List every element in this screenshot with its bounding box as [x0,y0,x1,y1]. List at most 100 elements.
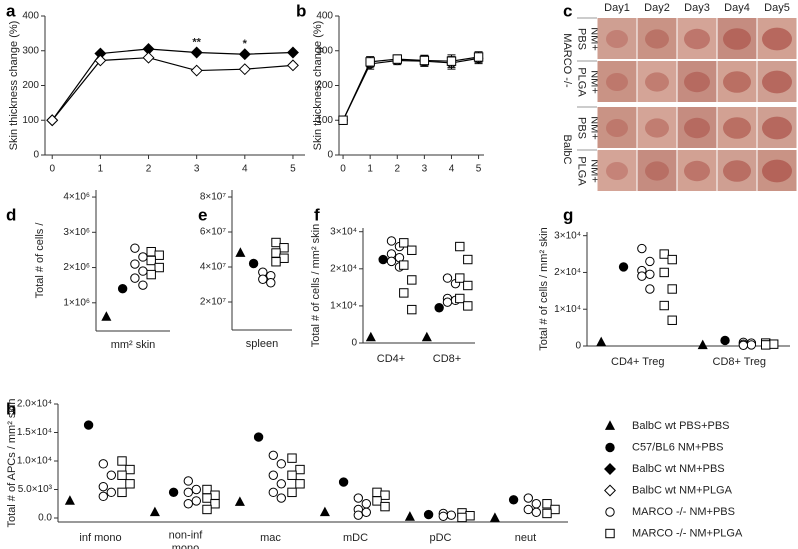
marker [407,304,417,315]
y-tick-label: 200 [316,80,333,91]
marker [117,284,128,294]
marker [106,470,117,480]
panel-letter: a [6,1,16,20]
marker [183,487,194,498]
marker [276,493,286,503]
marker [421,331,432,342]
lesion [606,73,628,91]
marker [266,278,276,288]
y-tick-label: 300 [22,45,39,56]
marker [138,280,148,290]
y-tick-label: 2×10⁷ [200,297,227,308]
marker [372,496,382,506]
photo [677,150,717,191]
row-label: NM+PLGA [576,156,601,186]
marker [101,311,112,321]
y-tick-label: 2×10⁴ [330,263,357,274]
marker [365,331,376,342]
marker [287,59,299,72]
marker [604,463,616,475]
marker [365,57,375,67]
marker [190,64,203,77]
photo [597,61,637,102]
photo [677,61,717,102]
x-tick-label: 4 [449,164,455,175]
panel-letter: d [6,205,16,224]
photo [597,107,637,148]
x-tick-label: CD8+ [433,353,461,365]
series-line [51,48,293,121]
marker [399,288,409,298]
marker [442,297,453,307]
marker [523,493,533,503]
marker [142,51,155,64]
marker [117,470,127,480]
x-tick-label: neut [515,532,536,544]
marker [399,260,409,270]
legend-label: C57/BL6 NM+PBS [632,441,723,453]
y-tick-label: 4×10⁶ [63,192,90,203]
marker [407,245,417,255]
x-tick-label: 4 [242,164,248,175]
marker [279,243,289,253]
marker [542,508,552,519]
marker [645,256,655,267]
marker [338,477,349,487]
x-tick-label: inf mono [79,532,121,544]
series-line [51,57,294,121]
lesion [684,117,710,139]
row-label: NM+PBS [576,116,601,140]
marker [191,484,202,495]
marker [604,484,616,497]
marker [83,420,94,430]
x-tick-label: 2 [146,164,152,175]
marker [287,453,297,463]
x-tick-label: 1 [367,164,373,175]
photo [637,18,677,59]
marker [210,490,220,500]
marker [183,476,194,486]
legend-label: MARCO -/- NM+PBS [632,506,735,518]
y-tick-label: 100 [22,115,39,126]
marker [46,114,59,127]
row-label: NM+PBS [576,27,601,51]
marker [130,259,140,269]
marker [550,504,560,515]
y-tick-label: 3×10⁴ [554,230,581,241]
y-axis-label: Total # of cells / mm² skin [538,227,550,350]
column-header: Day2 [644,2,670,14]
lesion [606,162,628,180]
marker [372,487,382,498]
marker [463,280,473,291]
marker [667,315,677,325]
marker [287,487,297,498]
marker [667,254,677,265]
marker [489,512,500,522]
column-header: Day5 [764,2,790,14]
marker [508,495,519,505]
marker [455,293,465,304]
marker [149,506,160,517]
x-axis-label: spleen [246,338,278,350]
marker [380,490,390,500]
marker [399,238,409,248]
column-header: Day4 [724,2,750,14]
marker [392,54,402,64]
marker [446,510,456,520]
marker [117,487,127,498]
marker [697,339,708,350]
y-tick-label: 0 [327,150,333,161]
marker [146,269,156,280]
y-tick-label: 3×10⁶ [63,227,90,238]
marker [618,262,629,272]
row-label: NM+PLGA [576,67,601,97]
marker [271,237,281,248]
x-tick-label: 0 [340,164,346,175]
marker [746,340,757,350]
marker [98,491,109,502]
x-tick-label: 1 [98,164,104,175]
x-tick-label: pDC [429,532,451,544]
lesion [723,160,751,182]
marker [523,504,533,515]
x-tick-label: CD4+ [377,353,405,365]
